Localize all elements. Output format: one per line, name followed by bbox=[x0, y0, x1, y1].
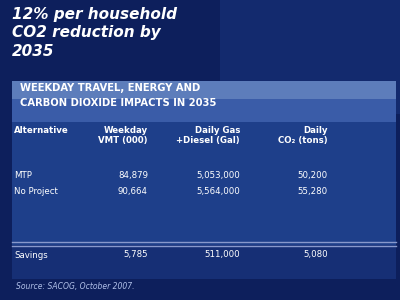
Text: 90,664: 90,664 bbox=[118, 187, 148, 196]
Text: Weekday
VMT (000): Weekday VMT (000) bbox=[98, 126, 148, 146]
Text: Source: SACOG, October 2007.: Source: SACOG, October 2007. bbox=[16, 282, 134, 291]
Bar bbox=[12, 81, 396, 99]
Text: 5,564,000: 5,564,000 bbox=[196, 187, 240, 196]
Text: Alternative: Alternative bbox=[14, 126, 69, 135]
Text: Daily Gas
+Diesel (Gal): Daily Gas +Diesel (Gal) bbox=[176, 126, 240, 146]
Text: 5,080: 5,080 bbox=[303, 250, 328, 260]
Text: 12% per household
CO2 reduction by
2035: 12% per household CO2 reduction by 2035 bbox=[12, 8, 177, 59]
Bar bbox=[12, 122, 396, 164]
Text: 511,000: 511,000 bbox=[204, 250, 240, 260]
Text: 5,785: 5,785 bbox=[123, 250, 148, 260]
Text: 50,200: 50,200 bbox=[298, 171, 328, 180]
Bar bbox=[12, 244, 396, 279]
Bar bbox=[12, 81, 396, 122]
Text: 84,879: 84,879 bbox=[118, 171, 148, 180]
Bar bbox=[220, 0, 400, 114]
Text: CARBON DIOXIDE IMPACTS IN 2035: CARBON DIOXIDE IMPACTS IN 2035 bbox=[20, 98, 216, 108]
Text: Savings: Savings bbox=[14, 250, 48, 260]
Text: 55,280: 55,280 bbox=[298, 187, 328, 196]
Text: Daily
CO₂ (tons): Daily CO₂ (tons) bbox=[278, 126, 328, 146]
Bar bbox=[12, 164, 396, 244]
Text: WEEKDAY TRAVEL, ENERGY AND: WEEKDAY TRAVEL, ENERGY AND bbox=[20, 83, 200, 93]
Text: 5,053,000: 5,053,000 bbox=[196, 171, 240, 180]
Text: No Project: No Project bbox=[14, 187, 58, 196]
Text: MTP: MTP bbox=[14, 171, 32, 180]
